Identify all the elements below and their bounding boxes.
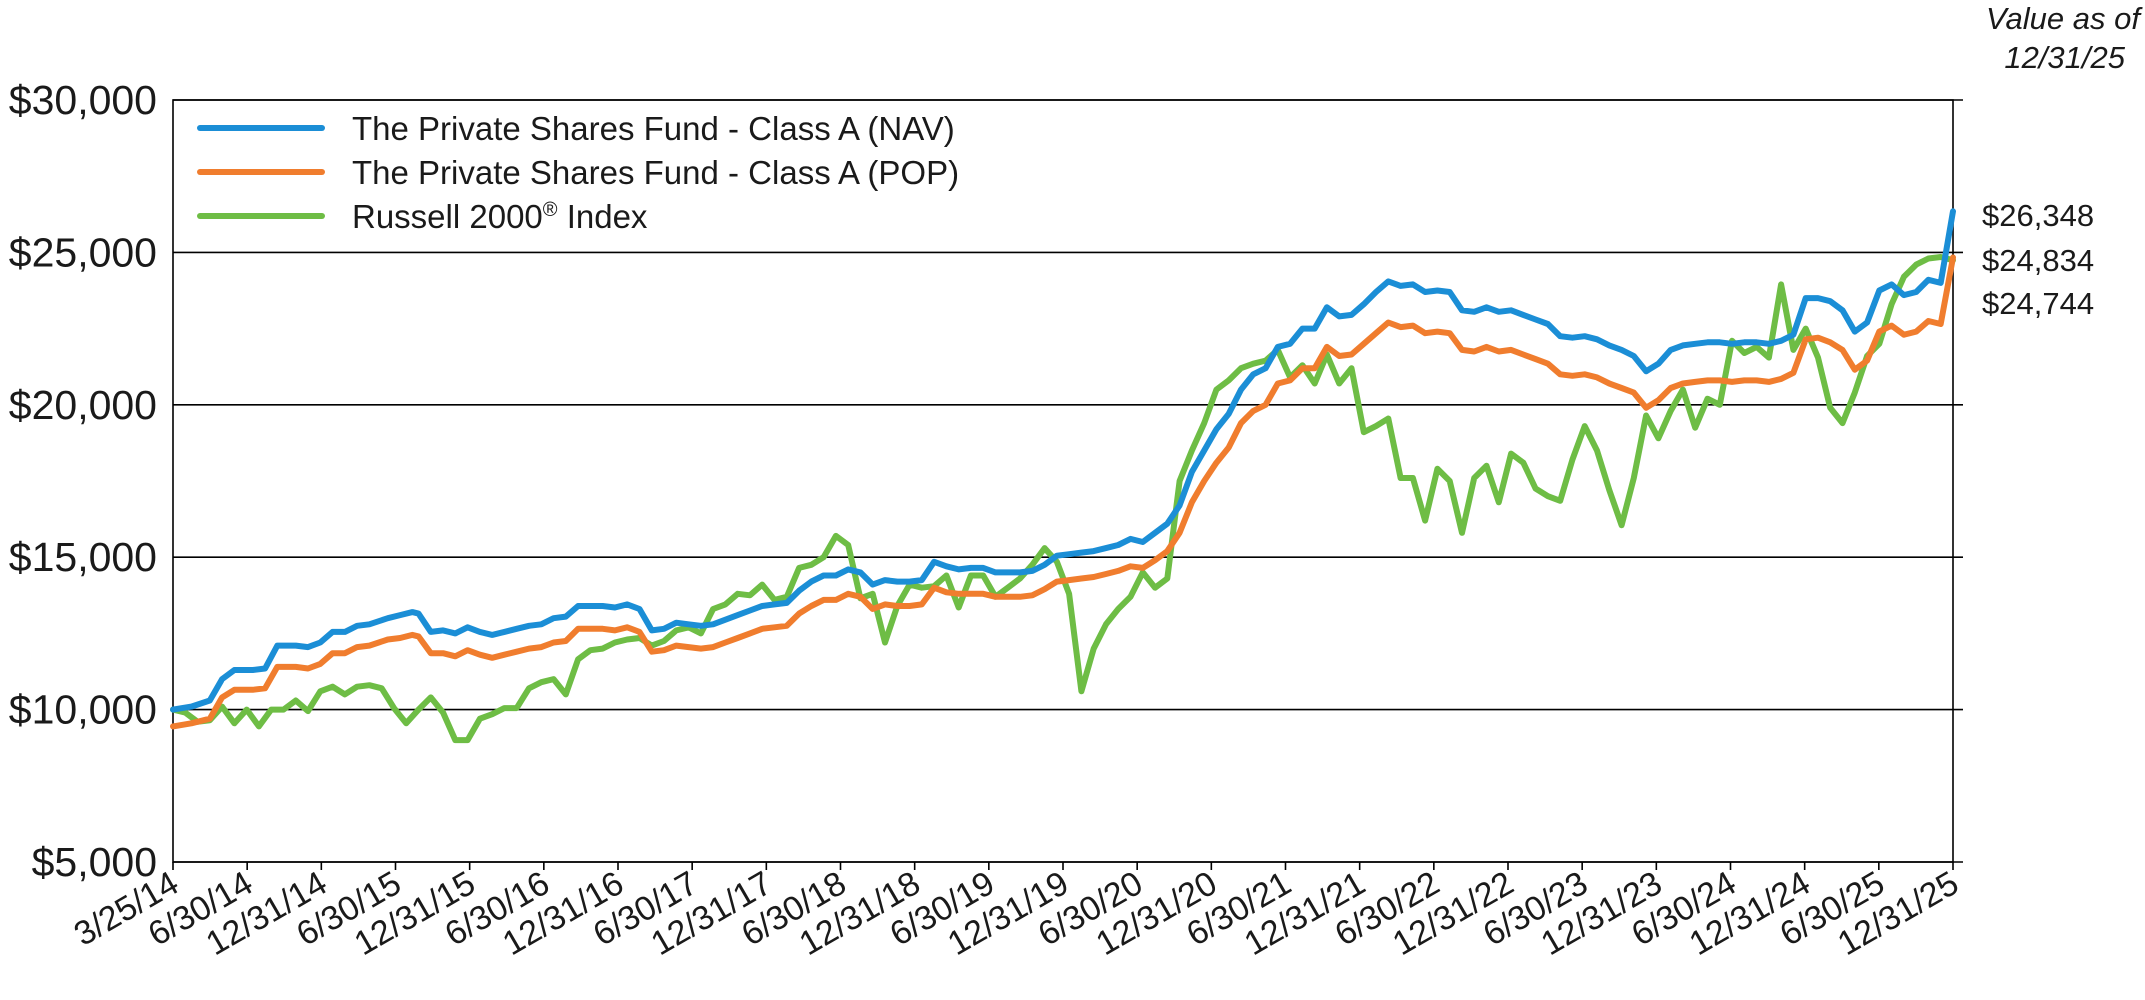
legend-label: The Private Shares Fund - Class A (NAV) [352,110,955,147]
end-values: Value as of 12/31/25 $26,348 $24,834 $24,7… [1982,1,2143,321]
legend-label: Russell 2000® Index [352,198,648,235]
end-value-label: $24,744 [1982,286,2094,321]
y-tick-label: $30,000 [9,77,157,123]
y-tick-label: $25,000 [9,229,157,275]
y-tick-label: $20,000 [9,382,157,428]
legend-label-text: Russell 2000 [352,198,543,235]
series-line-1 [170,254,1956,730]
end-value-label: $24,834 [1982,243,2094,278]
legend-label-text: The Private Shares Fund - Class A (POP) [352,154,959,191]
end-value-label: $26,348 [1982,198,2094,233]
legend-label-text: The Private Shares Fund - Class A (NAV) [352,110,955,147]
y-tick-label: $10,000 [9,687,157,733]
series-line-2 [170,254,1956,744]
y-tick-label: $5,000 [32,839,157,885]
legend-label: The Private Shares Fund - Class A (POP) [352,154,959,191]
legend-suffix: Index [558,198,648,235]
value-header-line-1: Value as of [1986,1,2143,36]
legend: The Private Shares Fund - Class A (NAV) T… [197,110,959,235]
x-axis-ticks: 3/25/146/30/1412/31/146/30/1512/31/156/3… [68,862,1965,963]
value-header-line-2: 12/31/25 [2004,40,2125,75]
series-line-0 [170,208,1956,713]
legend-superscript: ® [543,199,558,221]
y-axis-ticks: $5,000 $10,000 $15,000 $20,000 $25,000 $30,00… [9,77,157,885]
y-tick-label: $15,000 [9,534,157,580]
series-lines [170,208,1956,744]
